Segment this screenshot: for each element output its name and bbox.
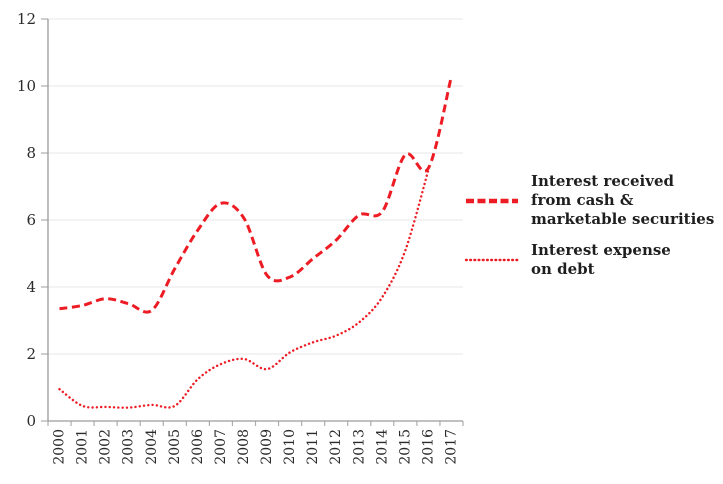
y-axis-labels: 0 2 4 6 8 10 12 xyxy=(17,10,36,430)
legend-text-line: from cash & xyxy=(531,191,634,209)
series-line-interest-received xyxy=(59,75,453,314)
x-axis-label: 2009 xyxy=(259,429,275,465)
y-axis-label: 0 xyxy=(26,412,36,430)
legend-item-interest-received: Interest received from cash & marketable… xyxy=(464,172,714,229)
x-axis-label: 2015 xyxy=(397,429,413,465)
legend-text-line: Interest received xyxy=(531,172,675,190)
x-axis-label: 2001 xyxy=(75,429,91,465)
x-axis-label: 2014 xyxy=(374,429,390,465)
series-line-interest-expense xyxy=(58,168,430,409)
x-axis-labels: 2000 2001 2002 2003 2004 2005 2006 2007 2008 2009… xyxy=(52,429,460,465)
dotted-line-sample-icon xyxy=(464,258,520,262)
legend-text-line: Interest expense xyxy=(531,241,671,259)
y-axis-label: 6 xyxy=(26,211,36,229)
x-axis-label: 2004 xyxy=(144,429,160,465)
gridlines xyxy=(48,18,463,355)
y-axis-label: 10 xyxy=(17,77,36,95)
x-axis-label: 2005 xyxy=(167,429,183,465)
y-axis-label: 4 xyxy=(26,278,36,296)
axis-ticks xyxy=(41,18,464,426)
x-axis-label: 2011 xyxy=(305,429,321,465)
x-axis-label: 2003 xyxy=(121,429,137,465)
axes xyxy=(47,19,463,422)
x-axis-label: 2008 xyxy=(236,429,252,465)
x-axis-label: 2002 xyxy=(98,429,114,465)
x-axis-label: 2000 xyxy=(52,429,68,465)
y-axis-label: 12 xyxy=(17,10,36,28)
legend-label-interest-received: Interest received from cash & marketable… xyxy=(531,172,714,229)
x-axis-label: 2010 xyxy=(282,429,298,465)
x-axis-label: 2016 xyxy=(420,429,436,465)
x-axis-label: 2017 xyxy=(443,429,459,465)
legend-text-line: marketable securities xyxy=(531,210,715,228)
y-axis-label: 2 xyxy=(26,345,36,363)
legend-label-interest-expense: Interest expense on debt xyxy=(531,241,671,279)
legend-text-line: on debt xyxy=(531,260,595,278)
x-axis-label: 2007 xyxy=(213,429,229,465)
legend-item-interest-expense: Interest expense on debt xyxy=(464,241,714,279)
x-axis-label: 2006 xyxy=(190,429,206,465)
y-axis-label: 8 xyxy=(26,144,36,162)
x-axis-label: 2013 xyxy=(351,429,367,465)
legend: Interest received from cash & marketable… xyxy=(464,172,714,279)
x-axis-label: 2012 xyxy=(328,429,344,465)
dashed-line-sample-icon xyxy=(466,198,518,203)
